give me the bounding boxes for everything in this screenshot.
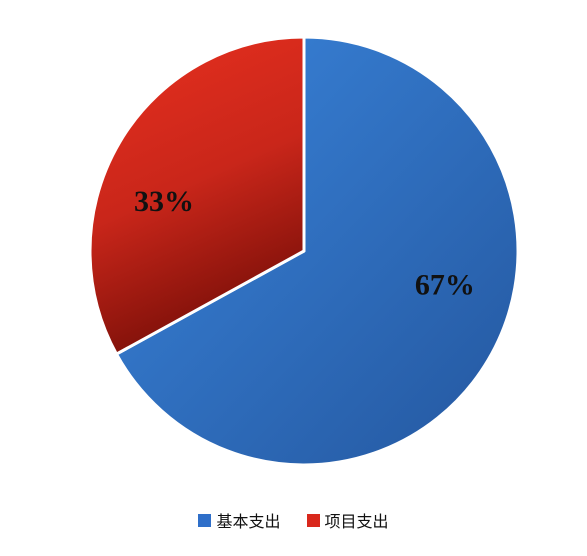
legend-swatch-project	[306, 513, 320, 527]
legend-label-basic: 基本支出	[216, 512, 281, 531]
pie-labels: 67% 33%	[134, 185, 475, 302]
legend-label-project: 项目支出	[324, 512, 389, 531]
pie-slices	[88, 35, 520, 467]
pie-slice-project	[88, 35, 306, 356]
legend-item-basic: 基本支出	[198, 508, 281, 532]
legend: 基本支出 项目支出	[0, 508, 587, 532]
legend-item-project: 项目支出	[306, 508, 389, 532]
pie-label-project: 33%	[134, 185, 194, 218]
pie-label-basic: 67%	[415, 269, 475, 302]
legend-swatch-basic	[198, 513, 212, 527]
pie-slice-basic	[114, 35, 520, 467]
